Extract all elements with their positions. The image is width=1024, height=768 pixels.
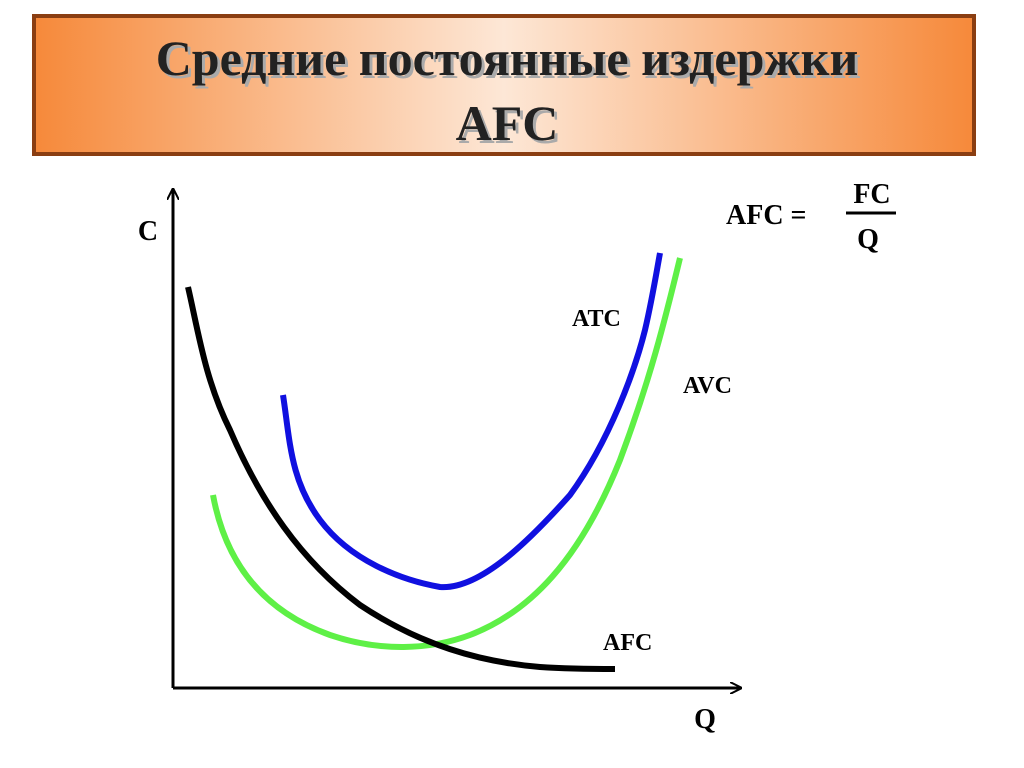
atc-curve xyxy=(280,252,663,591)
afc-label: AFC xyxy=(603,630,652,656)
avc-label: AVC xyxy=(683,373,732,399)
formula-denominator: Q xyxy=(857,224,879,255)
formula-left: AFC = xyxy=(726,200,807,231)
title-shadow: AFC xyxy=(459,98,562,154)
title-line: Средние постоянные издержки xyxy=(156,30,859,86)
avc-curve xyxy=(210,257,683,650)
atc-label: ATC xyxy=(572,306,621,332)
title-box xyxy=(32,14,976,156)
title-shadow: Средние постоянные издержки xyxy=(159,33,862,89)
afc-curve xyxy=(185,286,616,672)
y-axis-label: C xyxy=(138,216,158,247)
x-axis-label: Q xyxy=(694,704,716,735)
formula-numerator: FC xyxy=(853,179,890,210)
title-line: AFC xyxy=(456,95,559,151)
